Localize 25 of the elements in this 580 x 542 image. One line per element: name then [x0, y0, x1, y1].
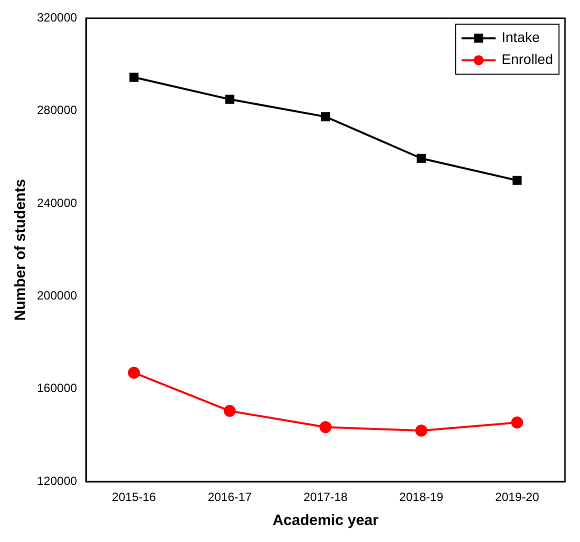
point — [128, 366, 140, 379]
legend-label: Intake — [502, 29, 540, 46]
point — [224, 404, 236, 417]
point — [320, 421, 332, 434]
point — [512, 176, 522, 185]
legend-label: Enrolled — [502, 51, 554, 68]
x-tick-label: 2015-16 — [112, 490, 156, 504]
x-axis-title: Academic year — [272, 512, 379, 530]
point — [511, 416, 524, 429]
y-tick-label: 160000 — [36, 381, 78, 396]
x-tick-label: 2016-17 — [208, 490, 252, 504]
point — [129, 72, 138, 82]
y-tick-label: 320000 — [36, 10, 78, 25]
y-tick-label: 280000 — [36, 103, 78, 118]
y-tick-label: 120000 — [36, 474, 78, 488]
point — [225, 94, 234, 104]
point — [415, 424, 428, 437]
point — [320, 112, 330, 122]
y-tick-label: 200000 — [36, 288, 78, 303]
x-tick-label: 2019-20 — [495, 490, 540, 504]
y-axis-title: Number of students — [12, 179, 30, 321]
point — [416, 154, 426, 163]
y-tick-label: 240000 — [36, 196, 78, 210]
x-tick-label: 2017-18 — [304, 490, 348, 504]
x-tick-label: 2018-19 — [399, 490, 444, 504]
